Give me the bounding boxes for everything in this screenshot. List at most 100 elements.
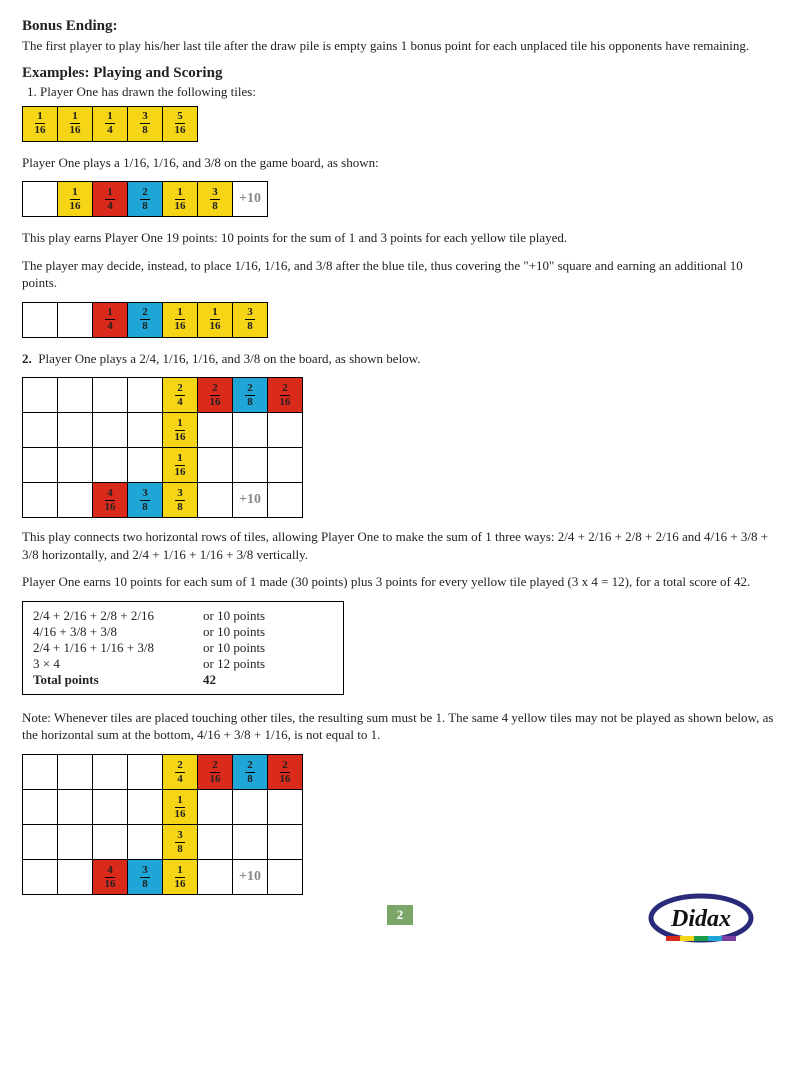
tile (267, 412, 303, 448)
tile (57, 302, 93, 338)
tile (232, 789, 268, 825)
tile (232, 447, 268, 483)
tile (57, 447, 93, 483)
didax-logo: Didax (646, 892, 756, 947)
tile (197, 824, 233, 860)
tile (267, 482, 303, 518)
tile (57, 824, 93, 860)
tile (267, 824, 303, 860)
tile (92, 754, 128, 790)
tile: 14 (92, 181, 128, 217)
tile (22, 824, 58, 860)
tile (57, 859, 93, 895)
tile (197, 412, 233, 448)
page-number: 2 (387, 905, 413, 925)
para-earn: Player One earns 10 points for each sum … (22, 573, 778, 591)
tile: 38 (127, 482, 163, 518)
tile: +10 (232, 181, 268, 217)
tile (197, 482, 233, 518)
tile: 116 (162, 302, 198, 338)
tile: 38 (162, 482, 198, 518)
tile: 38 (232, 302, 268, 338)
tile: 14 (92, 106, 128, 142)
tile: 28 (127, 302, 163, 338)
tile (197, 447, 233, 483)
tile (22, 482, 58, 518)
tile: 216 (267, 377, 303, 413)
tile: 116 (162, 859, 198, 895)
tile: 116 (57, 106, 93, 142)
tile: 116 (162, 789, 198, 825)
tile: 116 (162, 181, 198, 217)
score-breakdown-box: 2/4 + 2/16 + 2/8 + 2/16or 10 points4/16 … (22, 601, 344, 695)
tiles-play-row-1: 116142811638+10 (22, 181, 778, 217)
tile: 38 (162, 824, 198, 860)
tile (267, 447, 303, 483)
tile (127, 754, 163, 790)
tile: 38 (197, 181, 233, 217)
tile: 116 (57, 181, 93, 217)
tile: 38 (127, 106, 163, 142)
tile (92, 377, 128, 413)
tile: 116 (162, 447, 198, 483)
tile (267, 859, 303, 895)
tile (22, 377, 58, 413)
tile (57, 377, 93, 413)
tile (127, 377, 163, 413)
tile (197, 789, 233, 825)
para-alt1: The player may decide, instead, to place… (22, 257, 778, 292)
tile: 24 (162, 377, 198, 413)
tile: 216 (197, 754, 233, 790)
para-bonus-ending: The first player to play his/her last ti… (22, 37, 778, 55)
tile: 28 (127, 181, 163, 217)
tile: 24 (162, 754, 198, 790)
board-grid-2: 24216282161163841638116+10 (22, 754, 778, 895)
tile (232, 412, 268, 448)
tile (22, 447, 58, 483)
tile (232, 824, 268, 860)
tile: 28 (232, 377, 268, 413)
heading-bonus-ending: Bonus Ending: (22, 18, 778, 35)
board-grid-1: 24216282161161164163838+10 (22, 377, 778, 518)
example-1-intro: Player One has drawn the following tiles… (40, 84, 778, 100)
tile: 416 (92, 859, 128, 895)
tiles-play-row-2: 142811611638 (22, 302, 778, 338)
tile (127, 789, 163, 825)
para-play1: Player One plays a 1/16, 1/16, and 3/8 o… (22, 154, 778, 172)
tile (22, 754, 58, 790)
tile (22, 789, 58, 825)
tile (197, 859, 233, 895)
tile: 216 (197, 377, 233, 413)
tile (22, 302, 58, 338)
tile (92, 789, 128, 825)
para-note: Note: Whenever tiles are placed touching… (22, 709, 778, 744)
tile (57, 789, 93, 825)
heading-examples: Examples: Playing and Scoring (22, 65, 778, 82)
tile: 216 (267, 754, 303, 790)
tile: 14 (92, 302, 128, 338)
tile (92, 412, 128, 448)
tile (22, 412, 58, 448)
tile: 28 (232, 754, 268, 790)
tile (92, 447, 128, 483)
svg-text:Didax: Didax (670, 906, 731, 932)
tile: +10 (232, 482, 268, 518)
tile: 38 (127, 859, 163, 895)
tile (267, 789, 303, 825)
tile (22, 859, 58, 895)
tile: 116 (197, 302, 233, 338)
tile: +10 (232, 859, 268, 895)
tile (57, 482, 93, 518)
tile (22, 181, 58, 217)
tile (127, 447, 163, 483)
tile: 516 (162, 106, 198, 142)
tile: 116 (162, 412, 198, 448)
tile (57, 412, 93, 448)
tile: 116 (22, 106, 58, 142)
tile: 416 (92, 482, 128, 518)
tile (127, 412, 163, 448)
tile (57, 754, 93, 790)
para-connect: This play connects two horizontal rows o… (22, 528, 778, 563)
para-score1: This play earns Player One 19 points: 10… (22, 229, 778, 247)
tile (92, 824, 128, 860)
